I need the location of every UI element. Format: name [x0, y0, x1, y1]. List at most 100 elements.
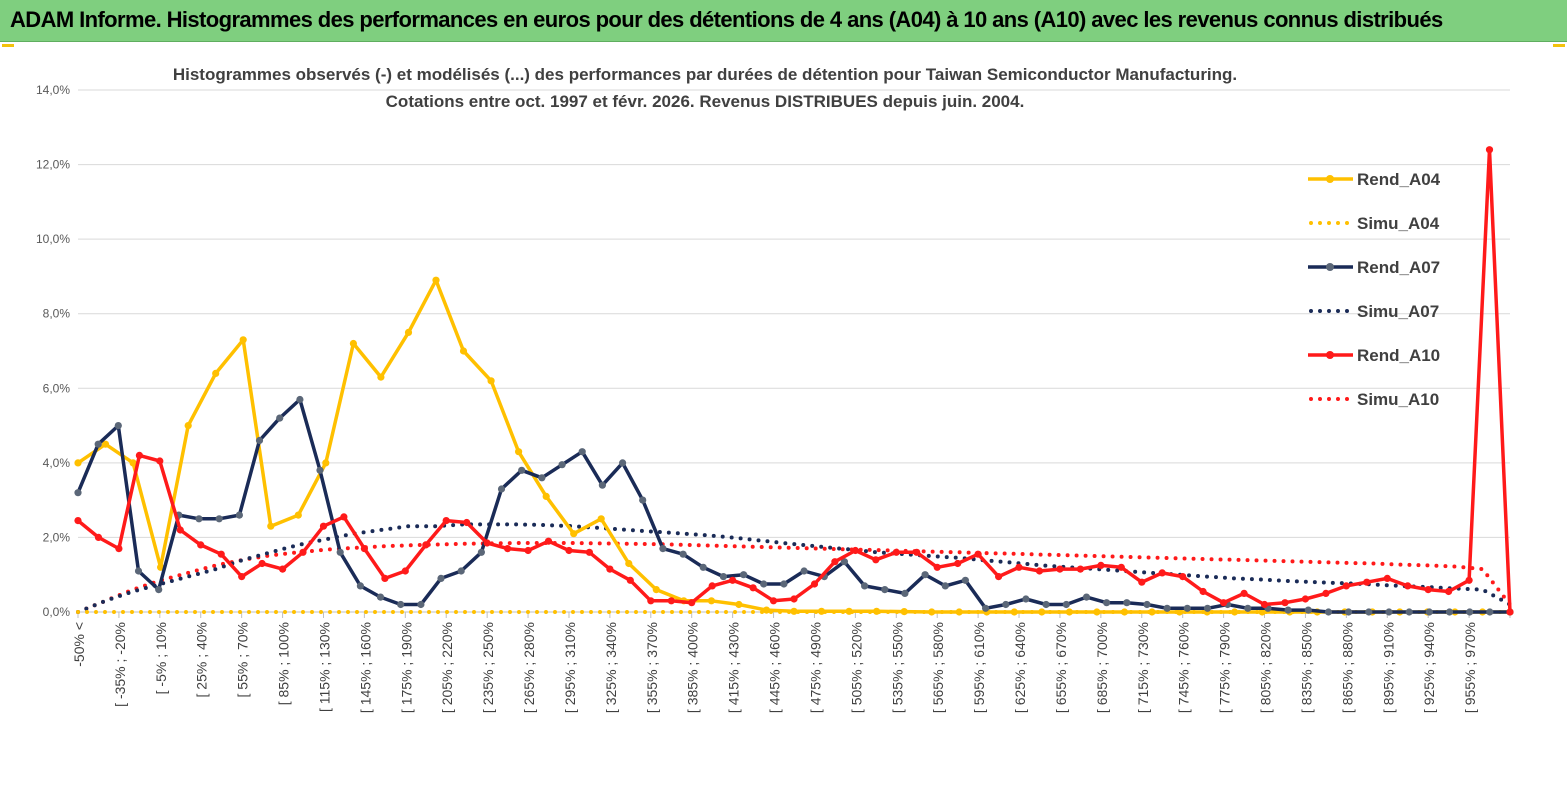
data-point	[422, 541, 429, 548]
data-point	[956, 608, 963, 615]
data-point	[296, 396, 303, 403]
data-point	[543, 493, 550, 500]
data-point	[417, 601, 424, 608]
data-point	[1063, 601, 1070, 608]
data-point	[478, 549, 485, 556]
data-point	[1345, 608, 1352, 615]
data-point	[861, 582, 868, 589]
data-point	[639, 497, 646, 504]
data-point	[790, 595, 797, 602]
data-point	[599, 482, 606, 489]
x-tick-label: [ 865% ; 880%	[1339, 622, 1355, 713]
data-point	[579, 448, 586, 455]
data-point	[279, 566, 286, 573]
data-point	[377, 594, 384, 601]
y-tick-label: 2,0%	[43, 530, 71, 544]
data-point	[350, 340, 357, 347]
data-point	[811, 580, 818, 587]
y-tick-label: 12,0%	[36, 158, 70, 172]
data-point	[1103, 599, 1110, 606]
x-tick-label: [ 415% ; 430%	[726, 622, 742, 713]
data-point	[1077, 566, 1084, 573]
series-group	[74, 146, 1513, 616]
data-point	[846, 608, 853, 615]
data-point	[545, 538, 552, 545]
legend-item: Rend_A04	[1308, 170, 1441, 189]
x-tick-label: [ 205% ; 220%	[439, 622, 455, 713]
data-point	[619, 459, 626, 466]
y-tick-label: 14,0%	[36, 83, 70, 97]
data-point	[1261, 601, 1268, 608]
data-point	[913, 549, 920, 556]
data-point	[1220, 599, 1227, 606]
x-tick-label: [ 55% ; 70%	[235, 622, 251, 698]
data-point	[295, 512, 302, 519]
x-tick-label: [ 325% ; 340%	[603, 622, 619, 713]
data-point	[598, 515, 605, 522]
data-point	[942, 582, 949, 589]
x-tick-label: [ 745% ; 760%	[1176, 622, 1192, 713]
data-point	[432, 277, 439, 284]
x-tick-label: [ 445% ; 460%	[767, 622, 783, 713]
data-point	[1365, 608, 1372, 615]
data-point	[463, 519, 470, 526]
data-point	[559, 461, 566, 468]
y-tick-label: 4,0%	[43, 456, 71, 470]
data-point	[1093, 608, 1100, 615]
data-point	[1121, 608, 1128, 615]
legend-marker	[1326, 175, 1334, 183]
legend-marker	[1326, 351, 1334, 359]
report-banner: ADAM Informe. Histogrammes des performan…	[0, 0, 1567, 42]
data-point	[1325, 608, 1332, 615]
x-tick-label: [ -5% ; 10%	[153, 622, 169, 694]
data-point	[852, 547, 859, 554]
x-tick-label: [ 625% ; 640%	[1012, 622, 1028, 713]
data-point	[922, 571, 929, 578]
data-point	[760, 580, 767, 587]
data-point	[740, 571, 747, 578]
x-tick-label: [ 775% ; 790%	[1217, 622, 1233, 713]
data-point	[1343, 582, 1350, 589]
x-tick-label: [ 115% ; 130%	[316, 622, 332, 712]
x-tick-label: [ 715% ; 730%	[1135, 622, 1151, 713]
chart-title-line2: Cotations entre oct. 1997 et févr. 2026.…	[386, 92, 1025, 111]
legend-item: Simu_A10	[1311, 390, 1439, 409]
x-tick-label: [ 25% ; 40%	[194, 622, 210, 698]
x-tick-label: [ 175% ; 190%	[398, 622, 414, 713]
data-point	[1118, 564, 1125, 571]
data-point	[1148, 608, 1155, 615]
x-tick-label: [ 955% ; 970%	[1462, 622, 1478, 713]
data-point	[893, 549, 900, 556]
y-tick-label: 0,0%	[43, 605, 71, 619]
data-point	[881, 586, 888, 593]
y-tick-label: 8,0%	[43, 307, 71, 321]
x-tick-label: [ 385% ; 400%	[685, 622, 701, 713]
data-point	[659, 545, 666, 552]
data-point	[1200, 588, 1207, 595]
data-point	[259, 560, 266, 567]
data-point	[790, 608, 797, 615]
legend-item: Rend_A07	[1308, 258, 1440, 277]
data-point	[484, 539, 491, 546]
x-tick-label: -50% <	[71, 622, 87, 667]
data-point	[586, 549, 593, 556]
data-point	[1384, 575, 1391, 582]
chart-legend: Rend_A04 Simu_A04 Rend_A07 Simu_A07 Rend_A10…	[1308, 170, 1441, 409]
data-point	[818, 608, 825, 615]
data-point	[95, 534, 102, 541]
x-tick-label: [ 85% ; 100%	[276, 622, 292, 705]
data-point	[1022, 595, 1029, 602]
x-tick-label: [ 235% ; 250%	[480, 622, 496, 713]
data-point	[729, 577, 736, 584]
data-point	[276, 415, 283, 422]
x-tick-label: [ 925% ; 940%	[1421, 622, 1437, 713]
data-point	[982, 605, 989, 612]
data-point	[1138, 579, 1145, 586]
x-tick-label: [ 895% ; 910%	[1380, 622, 1396, 713]
data-point	[397, 601, 404, 608]
data-point	[135, 567, 142, 574]
x-tick-label: [ 535% ; 550%	[889, 622, 905, 713]
data-point	[1322, 590, 1329, 597]
data-point	[197, 541, 204, 548]
data-point	[1445, 588, 1452, 595]
